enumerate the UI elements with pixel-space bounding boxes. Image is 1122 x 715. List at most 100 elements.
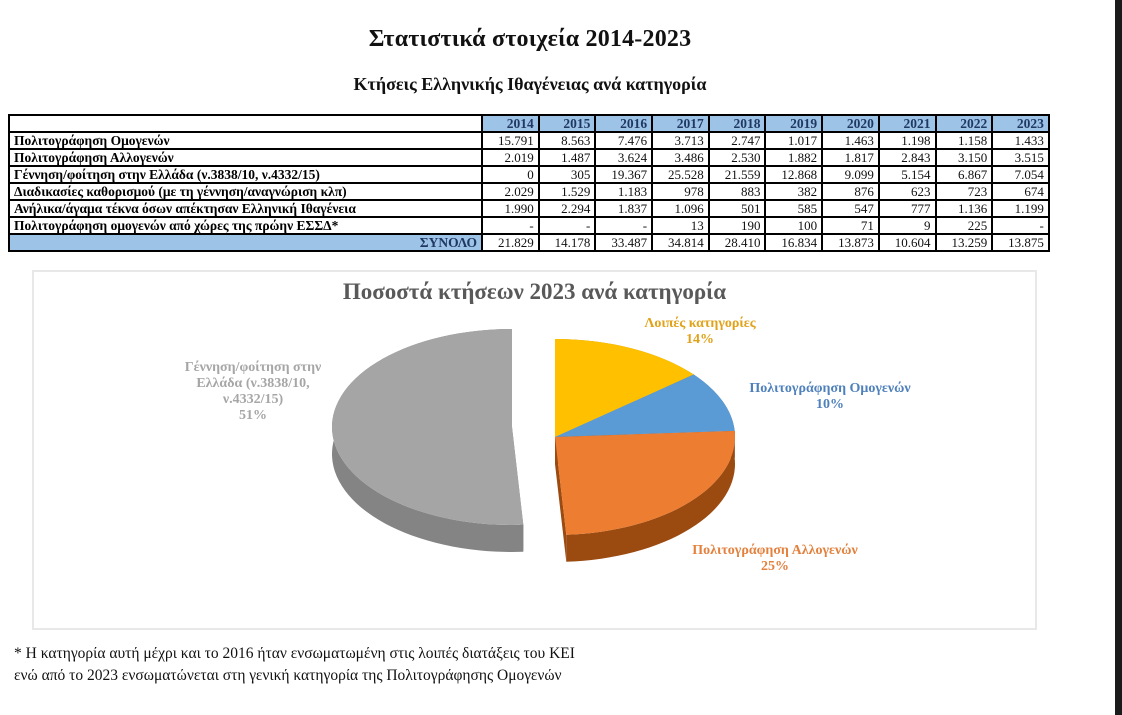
category-label: Διαδικασίες καθορισμού (με τη γέννηση/αν… (8, 182, 483, 201)
chart-title: Ποσοστά κτήσεων 2023 ανά κατηγορία (342, 279, 727, 304)
pie-chart-panel: Λοιπές κατηγορίεςΠολιτογράφηση ΟμογενώνΠ… (32, 270, 1037, 630)
value-cell: 1.529 (537, 182, 597, 201)
table-row: Διαδικασίες καθορισμού (με τη γέννηση/αν… (8, 182, 1050, 201)
value-cell: 1.463 (821, 131, 880, 150)
value-cell: 876 (821, 182, 880, 201)
value-cell: 1.882 (764, 148, 824, 167)
value-cell: 1.198 (877, 131, 937, 150)
year-header: 2022 (934, 114, 994, 133)
value-cell: 623 (877, 182, 937, 201)
value-cell: 1.158 (934, 131, 994, 150)
total-value-cell: 10.604 (877, 233, 937, 252)
total-value-cell: 14.178 (537, 233, 597, 252)
year-header: 2018 (707, 114, 767, 133)
value-cell: 1.817 (821, 148, 880, 167)
value-cell: - (537, 216, 597, 235)
value-cell: 777 (877, 199, 937, 218)
table-row: Ανήλικα/άγαμα τέκνα όσων απέκτησαν Ελλην… (8, 199, 1050, 218)
total-label: ΣΥΝΟΛΟ (8, 233, 483, 252)
value-cell: 3.150 (934, 148, 994, 167)
pie-label-line: Πολιτογράφηση Ομογενών (749, 381, 911, 396)
pie-slice: Γέννηση/φοίτηση στην Ελλάδα (ν.3838/10, … (332, 329, 524, 525)
value-cell: 7.476 (594, 131, 654, 150)
value-cell: 6.867 (934, 165, 994, 184)
value-cell: 9 (877, 216, 937, 235)
value-cell: 1.433 (991, 131, 1050, 150)
pie-label-line: Πολιτογράφηση Αλλογενών (692, 543, 858, 558)
value-cell: 0 (481, 165, 540, 184)
table-row: Πολιτογράφηση ομογενών από χώρες της πρώ… (8, 216, 1050, 235)
table-corner-cell (8, 114, 483, 133)
total-value-cell: 21.829 (481, 233, 540, 252)
footnote-line-1: * Η κατηγορία αυτή μέχρι και το 2016 ήτα… (14, 645, 575, 662)
footnote-line-2: ενώ από το 2023 ενσωματώνεται στη γενική… (14, 667, 562, 684)
value-cell: 2.019 (481, 148, 540, 167)
value-cell: 3.486 (651, 148, 710, 167)
category-label: Γέννηση/φοίτηση στην Ελλάδα (ν.3838/10, … (8, 165, 483, 184)
year-header: 2021 (877, 114, 937, 133)
page-subtitle: Κτήσεις Ελληνικής Ιθαγένειας ανά κατηγορ… (353, 74, 707, 94)
total-value-cell: 13.259 (934, 233, 994, 252)
pie-slice-label: Γέννηση/φοίτηση στην Ελλάδα (ν.3838/10, ν.… (143, 360, 363, 424)
value-cell: 8.563 (537, 131, 597, 150)
value-cell: 25.528 (651, 165, 710, 184)
pie-label-line: 25% (761, 559, 789, 574)
total-value-cell: 13.873 (821, 233, 880, 252)
pie-slice-label: Λοιπές κατηγορίες 14% (590, 316, 810, 348)
value-cell: 3.624 (594, 148, 654, 167)
value-cell: - (594, 216, 654, 235)
total-value-cell: 33.487 (594, 233, 654, 252)
value-cell: 19.367 (594, 165, 654, 184)
value-cell: 100 (764, 216, 824, 235)
pie-slice-side (566, 430, 736, 562)
footnote: * Η κατηγορία αυτή μέχρι και το 2016 ήτα… (14, 643, 774, 687)
pie-label-line: 51% (239, 408, 267, 423)
pie-slice: Πολιτογράφηση Αλλογενών (555, 430, 736, 535)
pie-label-line: Λοιπές κατηγορίες (644, 316, 756, 331)
value-cell: 2.530 (707, 148, 767, 167)
value-cell: 21.559 (707, 165, 767, 184)
value-cell: 1.183 (594, 182, 654, 201)
value-cell: 13 (651, 216, 710, 235)
statistics-table-body: 2014 2015 2016 2017 2018 2019 2020 2021 2022 2023… (8, 114, 1050, 252)
table-total-row: ΣΥΝΟΛΟ 21.829 14.178 33.487 34.814 28.410 16.8… (8, 233, 1050, 252)
value-cell: 1.136 (934, 199, 994, 218)
value-cell: 674 (991, 182, 1050, 201)
year-header: 2020 (821, 114, 880, 133)
value-cell: 723 (934, 182, 994, 201)
value-cell: 5.154 (877, 165, 937, 184)
value-cell: 382 (764, 182, 824, 201)
value-cell: 547 (821, 199, 880, 218)
value-cell: 883 (707, 182, 767, 201)
value-cell: 2.747 (707, 131, 767, 150)
value-cell: 15.791 (481, 131, 540, 150)
value-cell: 7.054 (991, 165, 1050, 184)
pie-slice: Λοιπές κατηγορίες (555, 339, 694, 437)
table-row: Γέννηση/φοίτηση στην Ελλάδα (ν.3838/10, … (8, 165, 1050, 184)
table-header-row: 2014 2015 2016 2017 2018 2019 2020 2021 2022 2023 (8, 114, 1050, 133)
total-value-cell: 16.834 (764, 233, 824, 252)
pie-label-line: ν.4332/15) (222, 392, 284, 407)
pie-slice-label: Πολιτογράφηση Ομογενών 10% (715, 381, 945, 413)
pie-chart: Λοιπές κατηγορίεςΠολιτογράφηση ΟμογενώνΠ… (331, 329, 736, 562)
category-label: Ανήλικα/άγαμα τέκνα όσων απέκτησαν Ελλην… (8, 199, 483, 218)
page-title: Στατιστικά στοιχεία 2014-2023 (368, 26, 692, 52)
value-cell: - (481, 216, 540, 235)
value-cell: 1.487 (537, 148, 597, 167)
table-row: Πολιτογράφηση Ομογενών 15.791 8.563 7.476 3.… (8, 131, 1050, 150)
value-cell: 1.990 (481, 199, 540, 218)
value-cell: 1.096 (651, 199, 710, 218)
total-value-cell: 28.410 (707, 233, 767, 252)
category-label: Πολιτογράφηση ομογενών από χώρες της πρώ… (8, 216, 483, 235)
value-cell: 305 (537, 165, 597, 184)
value-cell: 3.515 (991, 148, 1050, 167)
statistics-table-wrapper: 2014 2015 2016 2017 2018 2019 2020 2021 2022 2023… (8, 114, 1050, 252)
category-label: Πολιτογράφηση Αλλογενών (8, 148, 483, 167)
total-value-cell: 13.875 (991, 233, 1050, 252)
value-cell: 585 (764, 199, 824, 218)
value-cell: 225 (934, 216, 994, 235)
value-cell: 190 (707, 216, 767, 235)
value-cell: 71 (821, 216, 880, 235)
pie-label-line: 10% (816, 397, 844, 412)
value-cell: 1.837 (594, 199, 654, 218)
